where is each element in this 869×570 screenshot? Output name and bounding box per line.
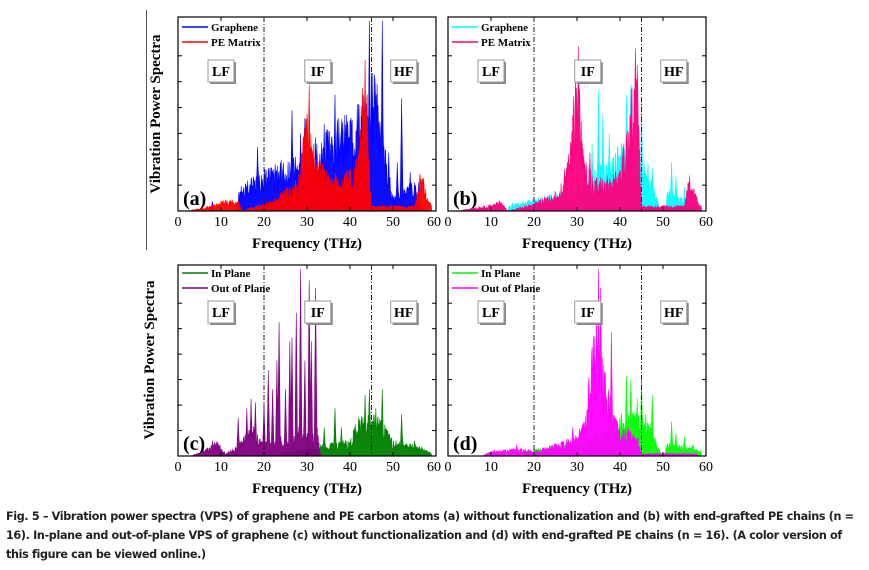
region-label-hf: HF [664, 306, 683, 321]
region-label-box [477, 59, 505, 83]
panel-label: (d) [453, 433, 477, 455]
chart-panel-b: 0 10 20 30 40 50 60 LF IF HF Graphene PE Matrix (b) F… [445, 16, 713, 252]
x-tick-label: 0 [445, 215, 452, 230]
x-axis-label: Frequency (THz) [252, 236, 362, 252]
x-tick-label: 50 [656, 215, 670, 230]
x-tick-label: 20 [257, 460, 271, 475]
region-label-if: IF [311, 65, 325, 80]
region-label-box [390, 300, 418, 324]
legend-label: Out of Plane [211, 283, 270, 295]
region-label-hf: HF [394, 306, 413, 321]
region-label-lf: LF [482, 65, 500, 80]
region-label-box [574, 300, 602, 324]
x-tick-label: 0 [175, 215, 182, 230]
x-tick-label: 10 [484, 215, 498, 230]
x-tick-label: 20 [527, 460, 541, 475]
region-label-lf: LF [482, 306, 500, 321]
region-label-if: IF [581, 306, 595, 321]
region-label-box [207, 59, 235, 83]
legend-label: PE Matrix [211, 37, 261, 49]
chart-panel-a: 0 10 20 30 40 50 60 LF IF HF Graphene PE Matrix (a) F… [148, 16, 441, 252]
legend-label: In Plane [481, 268, 521, 280]
region-label-if: IF [311, 306, 325, 321]
series-area-pe-matrix [448, 46, 706, 212]
x-tick-label: 40 [343, 215, 357, 230]
x-tick-label: 60 [427, 215, 441, 230]
y-axis-label: Vibration Power Spectra [148, 34, 164, 194]
region-label-box [660, 59, 688, 83]
region-label-box [390, 59, 418, 83]
x-tick-label: 60 [427, 460, 441, 475]
x-tick-label: 40 [343, 460, 357, 475]
series-area-out-of-plane [178, 268, 436, 457]
x-tick-label: 50 [656, 460, 670, 475]
x-tick-label: 60 [699, 215, 713, 230]
x-tick-label: 10 [214, 215, 228, 230]
region-label-lf: LF [212, 306, 230, 321]
x-tick-label: 40 [613, 215, 627, 230]
y-axis-label: Vibration Power Spectra [142, 280, 158, 440]
legend-label: Graphene [211, 22, 258, 34]
region-label-hf: HF [664, 65, 683, 80]
x-tick-label: 0 [445, 460, 452, 475]
x-tick-label: 40 [613, 460, 627, 475]
panel-label: (a) [183, 188, 206, 210]
x-tick-label: 20 [527, 215, 541, 230]
chart-panel-d: 0 10 20 30 40 50 60 LF IF HF In Plane Out of Plane (… [445, 264, 713, 497]
legend-label: Out of Plane [481, 283, 540, 295]
series-area-out-of-plane [448, 268, 706, 457]
x-tick-label: 50 [386, 460, 400, 475]
panel-separator-line [146, 10, 147, 250]
legend-label: PE Matrix [481, 37, 531, 49]
region-label-lf: LF [212, 65, 230, 80]
x-tick-label: 20 [257, 215, 271, 230]
x-tick-label: 30 [570, 215, 584, 230]
region-label-if: IF [581, 65, 595, 80]
legend-label: In Plane [211, 268, 251, 280]
figure-panels: 0 10 20 30 40 50 60 LF IF HF Graphene PE Matrix (a) F… [142, 16, 713, 497]
x-tick-label: 30 [300, 460, 314, 475]
legend-label: Graphene [481, 22, 528, 34]
region-label-box [660, 300, 688, 324]
x-tick-label: 10 [214, 460, 228, 475]
x-axis-label: Frequency (THz) [522, 236, 632, 252]
region-label-box [304, 300, 332, 324]
x-tick-label: 30 [570, 460, 584, 475]
chart-panel-c: 0 10 20 30 40 50 60 LF IF HF In Plane Out of Plane (… [142, 264, 441, 497]
region-label-hf: HF [394, 65, 413, 80]
x-axis-label: Frequency (THz) [252, 481, 362, 497]
x-axis-label: Frequency (THz) [522, 481, 632, 497]
x-tick-label: 60 [699, 460, 713, 475]
region-label-box [304, 59, 332, 83]
x-tick-label: 30 [300, 215, 314, 230]
panel-label: (b) [453, 188, 477, 210]
x-tick-label: 10 [484, 460, 498, 475]
region-label-box [477, 300, 505, 324]
x-tick-label: 0 [175, 460, 182, 475]
region-label-box [207, 300, 235, 324]
figure-caption: Fig. 5 – Vibration power spectra (VPS) o… [6, 510, 854, 561]
series-area-pe-matrix [178, 59, 436, 212]
region-label-box [574, 59, 602, 83]
panel-label: (c) [183, 433, 205, 455]
x-tick-label: 50 [386, 215, 400, 230]
